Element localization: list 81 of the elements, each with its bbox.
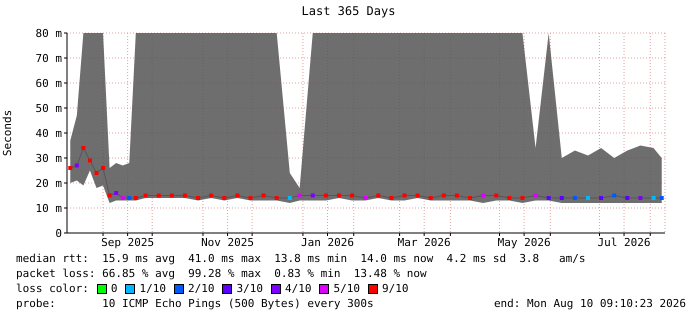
y-tick-label: 60 m xyxy=(36,76,62,90)
point xyxy=(520,196,524,200)
point xyxy=(68,166,72,170)
point xyxy=(638,196,642,200)
y-tick-label: 0 xyxy=(55,226,62,240)
point xyxy=(298,194,302,198)
legend-label: 1/10 xyxy=(139,281,166,296)
point xyxy=(652,196,656,200)
legend-label: 0 xyxy=(110,281,118,296)
point xyxy=(170,194,174,198)
text: end: Mon Aug 10 09:10:23 2026 xyxy=(494,296,686,311)
point xyxy=(481,194,486,198)
x-tick-label: Sep 2025 xyxy=(101,236,154,249)
point xyxy=(324,194,328,198)
legend-label: 3/10 xyxy=(236,281,263,296)
legend-title: loss color: xyxy=(16,281,89,296)
x-tick-label: May 2026 xyxy=(498,236,551,249)
y-tick-label: 50 m xyxy=(36,102,62,115)
point xyxy=(120,196,125,200)
point xyxy=(262,194,266,198)
point xyxy=(248,196,252,200)
y-tick-label: 10 m xyxy=(36,202,62,215)
text: packet loss: 66.85 % avg 99.28 % max 0.83 % min 13.48 % now xyxy=(16,266,428,281)
point xyxy=(572,196,577,200)
point xyxy=(196,196,200,200)
point xyxy=(114,191,118,195)
x-tick-label: Jan 2026 xyxy=(301,236,354,249)
y-tick-label: 70 m xyxy=(36,52,62,65)
point xyxy=(288,196,292,200)
point xyxy=(468,196,472,200)
y-tick-label: 80 m xyxy=(36,26,62,40)
point xyxy=(310,194,315,198)
point xyxy=(560,196,564,200)
point xyxy=(402,194,406,198)
point xyxy=(74,164,79,168)
point xyxy=(209,194,214,198)
point xyxy=(428,196,433,200)
legend-label: 9/10 xyxy=(382,281,408,296)
point xyxy=(144,194,148,198)
y-axis-title: Seconds xyxy=(0,110,14,156)
point xyxy=(274,196,279,200)
point xyxy=(586,196,590,200)
point xyxy=(94,171,98,175)
point xyxy=(454,194,459,198)
point xyxy=(235,194,240,198)
point xyxy=(350,194,354,198)
text: median rtt: 15.9 ms avg 41.0 ms max 13.8 ms min 14.0 ms now 4.2 ms sd 3.8 am/s xyxy=(16,251,587,266)
point xyxy=(442,194,446,198)
y-tick-label: 40 m xyxy=(36,126,62,140)
point xyxy=(127,196,132,200)
chart-title: Last 365 Days xyxy=(300,4,396,18)
point xyxy=(376,194,380,198)
point xyxy=(182,194,187,198)
y-tick-label: 20 m xyxy=(36,176,62,190)
point xyxy=(134,196,138,200)
point xyxy=(534,194,538,198)
x-tick-label: Mar 2026 xyxy=(398,236,451,249)
legend-label: 5/10 xyxy=(333,281,360,296)
point xyxy=(108,194,112,198)
point xyxy=(336,194,341,198)
point xyxy=(416,194,420,198)
point xyxy=(88,158,92,162)
point xyxy=(612,194,616,198)
point xyxy=(222,196,226,200)
point xyxy=(507,196,512,200)
point xyxy=(363,196,368,200)
point xyxy=(101,166,106,170)
point xyxy=(599,196,604,200)
point xyxy=(494,194,498,198)
point xyxy=(156,194,161,198)
x-tick-label: Jul 2026 xyxy=(598,236,651,249)
legend-label: 2/10 xyxy=(188,281,214,296)
point xyxy=(389,196,394,200)
point xyxy=(546,196,551,200)
legend-label: 4/10 xyxy=(284,281,312,296)
x-tick-label: Nov 2025 xyxy=(201,236,254,249)
point xyxy=(660,196,664,200)
point xyxy=(81,146,86,150)
point xyxy=(625,196,630,200)
text: probe: 10 ICMP Echo Pings (500 Bytes) every 300s xyxy=(16,296,374,311)
y-tick-label: 30 m xyxy=(36,152,62,165)
